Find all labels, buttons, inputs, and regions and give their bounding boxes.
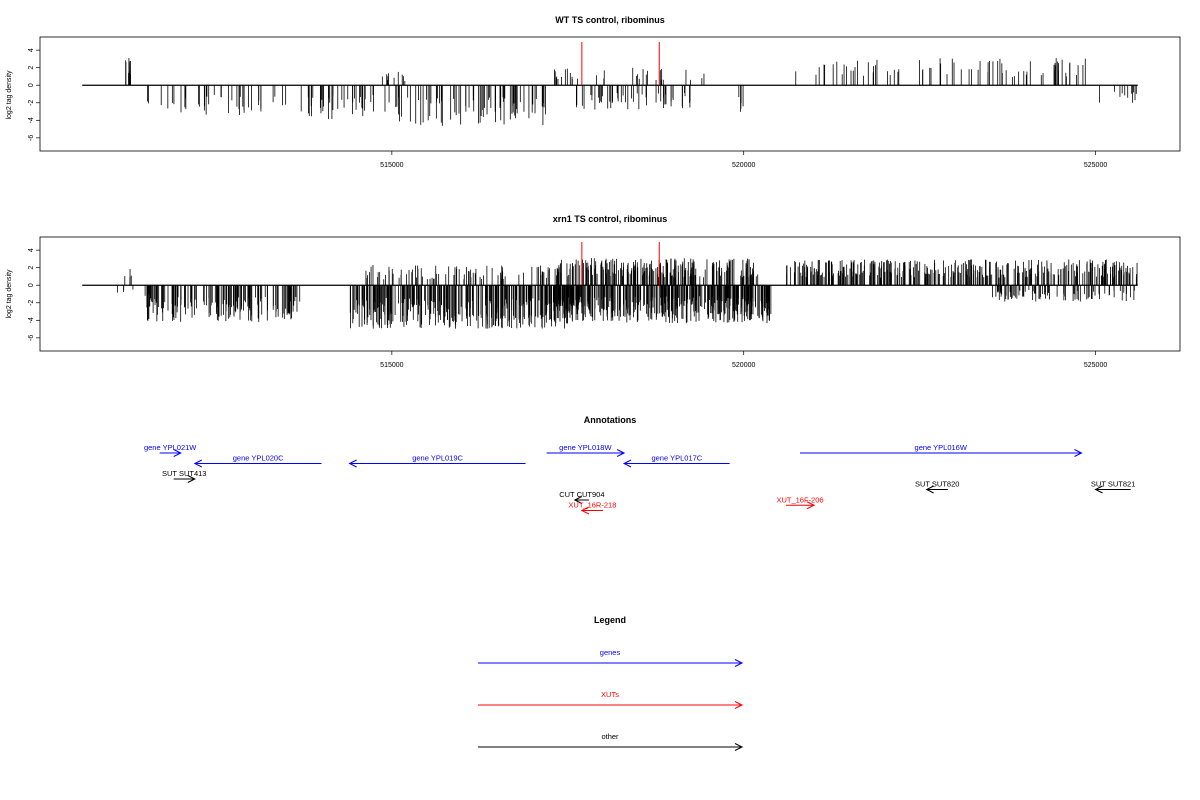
wt-y-tick-label: 2 xyxy=(28,66,35,70)
legend-items: genes XUTs other xyxy=(478,648,744,751)
xrn1-track-plot-frame xyxy=(39,236,1181,352)
wt-track-markers xyxy=(581,42,660,86)
xrn1-track-y-axis: -6 -4 -2 0 2 4 xyxy=(28,248,40,341)
xrn1-track-x-axis: 515000 520000 525000 xyxy=(380,351,1107,369)
wt-y-tick-label: 0 xyxy=(28,83,35,87)
wt-track-panel: WT TS control, ribominus log2 tag densit… xyxy=(6,15,1181,169)
annotation-arrow xyxy=(580,506,603,515)
annotation-features: gene YPL021W gene YPL020C gene YPL019C gene… xyxy=(144,443,1135,515)
xrn1-track-bars xyxy=(82,258,1138,329)
annotation-arrow xyxy=(173,475,196,483)
xrn1-track-panel: xrn1 TS control, ribominus log2 tag dens… xyxy=(6,214,1181,369)
annotation-arrow xyxy=(1094,485,1131,494)
annotation-arrow xyxy=(925,485,948,494)
xrn1-y-tick-label: -4 xyxy=(28,317,35,323)
annotation-arrow xyxy=(546,449,626,457)
xrn1-y-tick-label: -6 xyxy=(28,335,35,341)
wt-track-title: WT TS control, ribominus xyxy=(555,15,665,25)
annotation-arrow xyxy=(800,449,1083,457)
wt-track-x-axis: 515000 520000 525000 xyxy=(380,151,1107,169)
wt-x-tick-label: 525000 xyxy=(1084,162,1107,169)
annotation-label: gene YPL017C xyxy=(651,454,702,463)
wt-y-tick-label: -4 xyxy=(28,117,35,123)
xrn1-x-tick-label: 525000 xyxy=(1084,362,1107,369)
annotation-label: SUT SUT820 xyxy=(915,480,959,489)
wt-y-tick-label: -6 xyxy=(28,135,35,141)
xrn1-y-tick-label: -2 xyxy=(28,300,35,306)
wt-x-tick-label: 520000 xyxy=(732,162,755,169)
wt-y-tick-label: -2 xyxy=(28,100,35,106)
annotation-label: gene YPL016W xyxy=(915,443,968,452)
annotation-label: gene YPL018W xyxy=(559,443,612,452)
wt-track-plot-frame xyxy=(39,36,1181,152)
legend-title: Legend xyxy=(594,615,626,625)
xrn1-track-ylabel: log2 tag density xyxy=(6,269,13,319)
legend-arrow xyxy=(478,743,744,751)
legend-label: XUTs xyxy=(601,690,619,699)
wt-track-ylabel: log2 tag density xyxy=(6,70,13,120)
annotation-label: SUT SUT821 xyxy=(1091,480,1135,489)
annotation-label: gene YPL020C xyxy=(233,454,284,463)
xrn1-x-tick-label: 515000 xyxy=(380,362,403,369)
wt-x-tick-label: 515000 xyxy=(380,162,403,169)
annotation-label: CUT CUT904 xyxy=(559,490,604,499)
annotation-label: SUT SUT413 xyxy=(162,469,206,478)
legend-arrow xyxy=(478,659,744,667)
annotation-arrow xyxy=(159,449,182,457)
annotation-arrow xyxy=(573,496,589,504)
annotation-arrow xyxy=(622,459,730,468)
xrn1-y-tick-label: 4 xyxy=(28,248,35,252)
wt-track-y-axis: -6 -4 -2 0 2 4 xyxy=(28,48,40,141)
annotation-label: XUT_16R-218 xyxy=(568,501,616,510)
xrn1-y-tick-label: 2 xyxy=(28,266,35,270)
legend-label: other xyxy=(601,732,619,741)
wt-track-bars xyxy=(82,58,1138,126)
annotation-label: XUT_16F-206 xyxy=(776,495,823,504)
annotation-label: gene YPL019C xyxy=(412,454,463,463)
annotations-title: Annotations xyxy=(584,415,637,425)
annotation-arrow xyxy=(785,501,816,510)
xrn1-y-tick-label: 0 xyxy=(28,283,35,287)
annotation-arrow xyxy=(193,459,322,468)
wt-y-tick-label: 4 xyxy=(28,48,35,52)
annotation-label: gene YPL021W xyxy=(144,443,197,452)
legend-panel: Legend genes XUTs other xyxy=(478,615,744,751)
xrn1-track-title: xrn1 TS control, ribominus xyxy=(553,214,668,224)
legend-arrow xyxy=(478,701,744,709)
legend-label: genes xyxy=(600,648,621,657)
xrn1-track-markers xyxy=(581,242,660,286)
xrn1-x-tick-label: 520000 xyxy=(732,362,755,369)
annotation-arrow xyxy=(348,459,526,468)
